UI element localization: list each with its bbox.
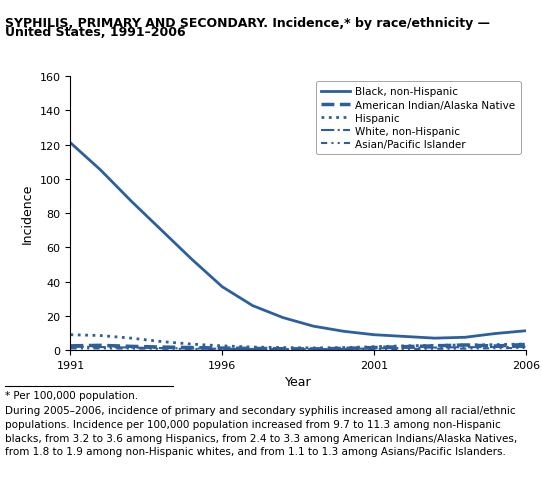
Text: * Per 100,000 population.: * Per 100,000 population. [5, 390, 139, 400]
X-axis label: Year: Year [285, 376, 312, 389]
Text: United States, 1991–2006: United States, 1991–2006 [5, 26, 186, 39]
Legend: Black, non-Hispanic, American Indian/Alaska Native, Hispanic, White, non-Hispani: Black, non-Hispanic, American Indian/Ala… [315, 82, 520, 155]
Y-axis label: Incidence: Incidence [21, 183, 34, 244]
Text: During 2005–2006, incidence of primary and secondary syphilis increased among al: During 2005–2006, incidence of primary a… [5, 406, 518, 456]
Text: SYPHILIS, PRIMARY AND SECONDARY. Incidence,* by race/ethnicity —: SYPHILIS, PRIMARY AND SECONDARY. Inciden… [5, 17, 491, 30]
